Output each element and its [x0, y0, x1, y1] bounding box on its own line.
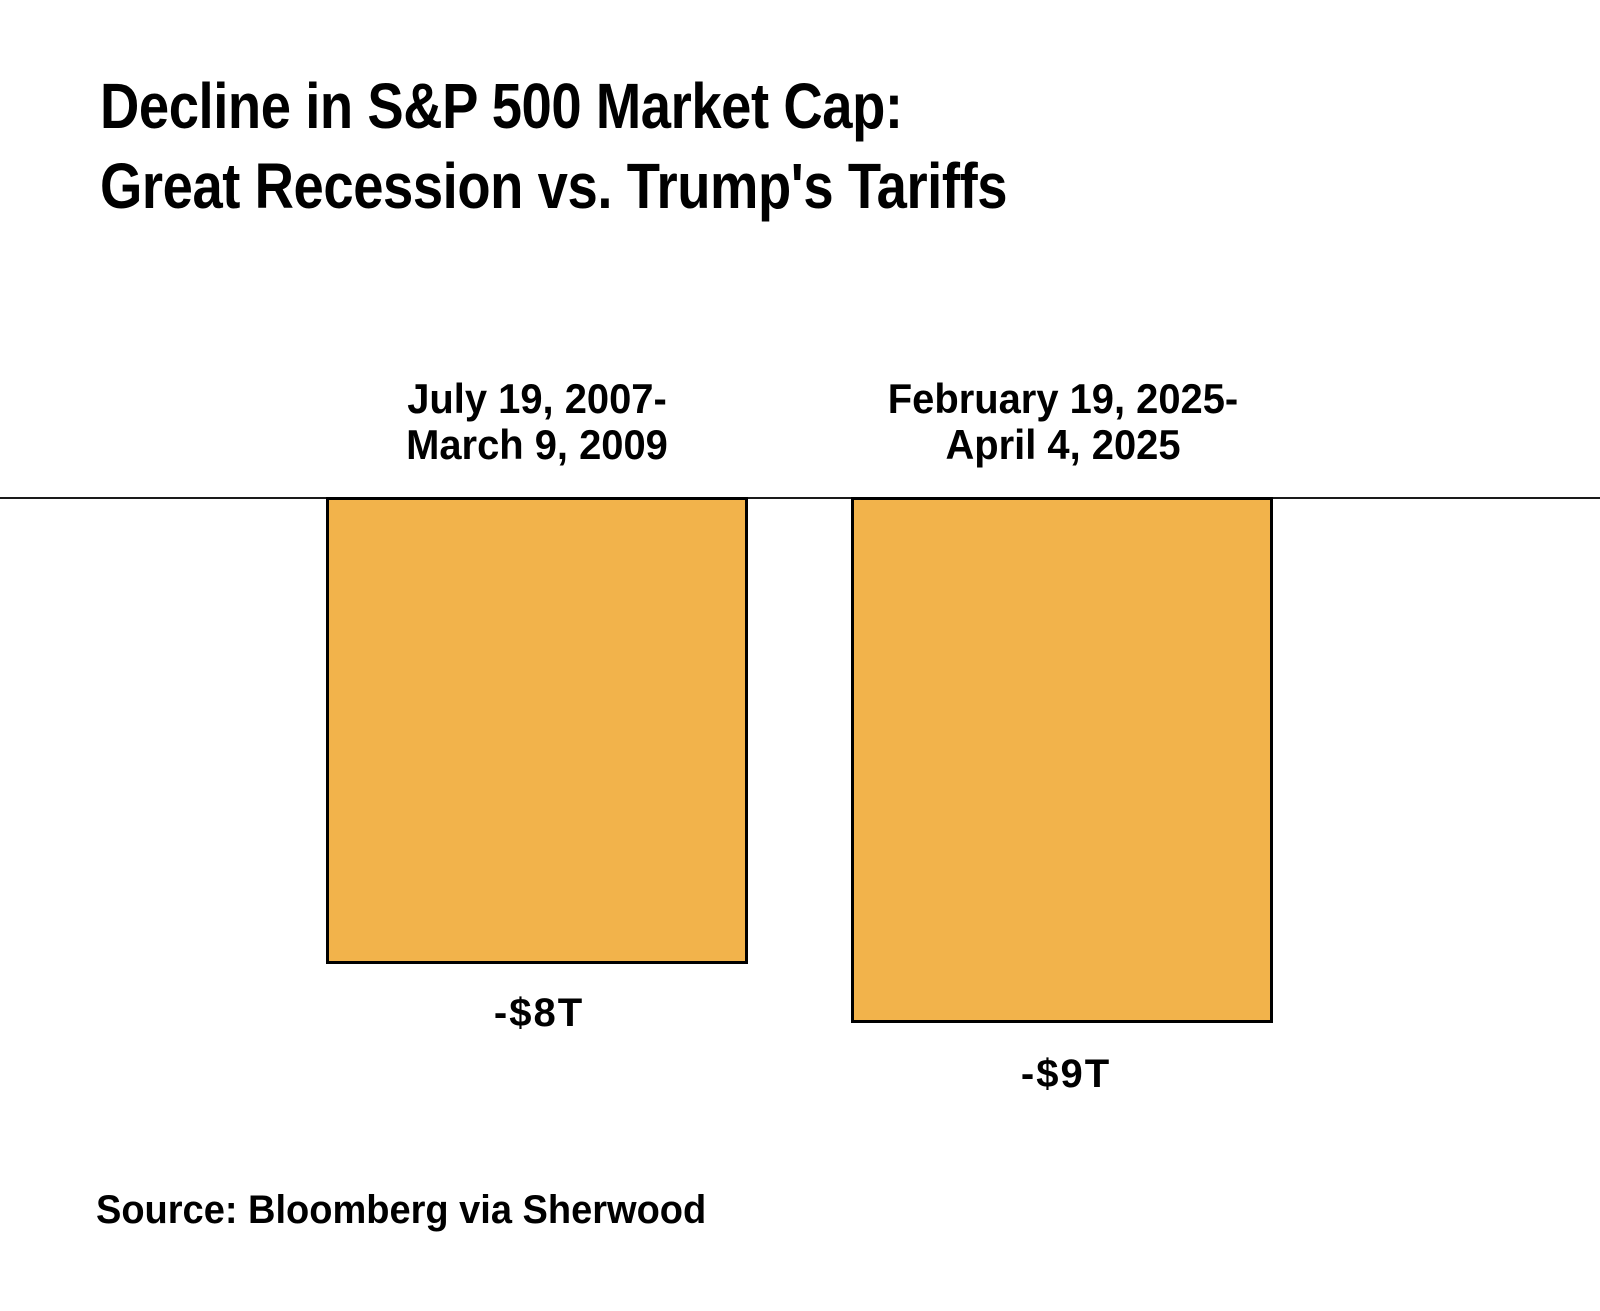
category-label-trump-tariffs: February 19, 2025- April 4, 2025 [888, 376, 1238, 468]
source-credit: Source: Bloomberg via Sherwood [96, 1188, 707, 1232]
value-label-great-recession: -$8T [493, 991, 585, 1035]
category-label-great-recession-line-1: July 19, 2007- [407, 375, 667, 422]
category-label-great-recession: July 19, 2007- March 9, 2009 [406, 376, 668, 468]
chart-title-line-2: Great Recession vs. Trump's Tariffs [100, 150, 1008, 222]
chart-title: Decline in S&P 500 Market Cap: Great Rec… [100, 66, 1008, 226]
bar-trump-tariffs [851, 497, 1273, 1023]
category-label-trump-tariffs-line-1: February 19, 2025- [887, 375, 1239, 422]
bar-great-recession [326, 497, 748, 964]
category-label-great-recession-line-2: March 9, 2009 [406, 421, 668, 468]
zero-baseline [0, 497, 1600, 499]
category-label-trump-tariffs-line-2: April 4, 2025 [945, 421, 1181, 468]
value-label-trump-tariffs: -$9T [1020, 1052, 1112, 1096]
chart-title-line-1: Decline in S&P 500 Market Cap: [100, 70, 903, 142]
